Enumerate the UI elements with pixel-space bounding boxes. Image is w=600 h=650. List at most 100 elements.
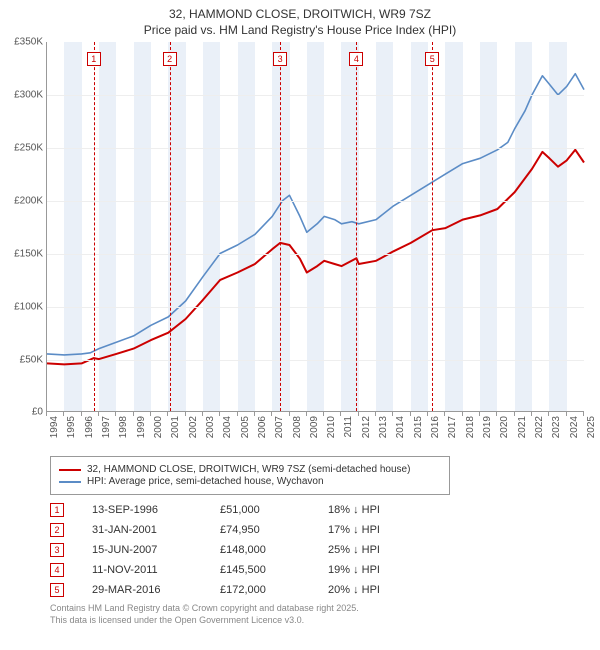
x-tick-label: 2005 xyxy=(240,416,251,438)
sale-pct: 19% ↓ HPI xyxy=(328,564,418,576)
sale-price: £145,500 xyxy=(220,564,300,576)
x-tick-label: 2014 xyxy=(395,416,406,438)
x-tick-label: 1996 xyxy=(84,416,95,438)
x-tick xyxy=(202,412,203,416)
x-tick xyxy=(392,412,393,416)
footer-line2: This data is licensed under the Open Gov… xyxy=(50,615,592,627)
x-tick-label: 2024 xyxy=(569,416,580,438)
x-tick-label: 2019 xyxy=(482,416,493,438)
x-tick-label: 1997 xyxy=(101,416,112,438)
plot-region: £0£50K£100K£150K£200K£250K£300K£350K1234… xyxy=(46,42,584,412)
sales-table: 113-SEP-1996£51,00018% ↓ HPI231-JAN-2001… xyxy=(50,503,592,597)
x-tick-label: 1998 xyxy=(118,416,129,438)
sale-date: 31-JAN-2001 xyxy=(92,524,192,536)
y-tick-label: £0 xyxy=(32,407,43,418)
legend-swatch xyxy=(59,481,81,483)
sale-row-badge: 5 xyxy=(50,583,64,597)
x-tick xyxy=(63,412,64,416)
gridline xyxy=(47,307,584,308)
sale-marker-badge: 2 xyxy=(163,52,177,66)
sale-marker-badge: 1 xyxy=(87,52,101,66)
x-tick-label: 1999 xyxy=(136,416,147,438)
sale-row-badge: 4 xyxy=(50,563,64,577)
x-tick-label: 2002 xyxy=(188,416,199,438)
x-tick-label: 2013 xyxy=(378,416,389,438)
chart-title-line1: 32, HAMMOND CLOSE, DROITWICH, WR9 7SZ xyxy=(8,6,592,22)
sale-pct: 20% ↓ HPI xyxy=(328,584,418,596)
series-hpi xyxy=(47,74,584,355)
x-tick-label: 2018 xyxy=(465,416,476,438)
x-tick-label: 2008 xyxy=(292,416,303,438)
x-tick-label: 2021 xyxy=(517,416,528,438)
x-tick xyxy=(185,412,186,416)
x-tick-label: 2010 xyxy=(326,416,337,438)
y-tick-label: £300K xyxy=(14,90,43,101)
x-tick-label: 2004 xyxy=(222,416,233,438)
x-tick xyxy=(81,412,82,416)
x-tick xyxy=(219,412,220,416)
x-tick xyxy=(479,412,480,416)
sale-marker-line xyxy=(280,42,281,411)
x-tick-label: 2020 xyxy=(499,416,510,438)
gridline xyxy=(47,254,584,255)
footer-attribution: Contains HM Land Registry data © Crown c… xyxy=(50,603,592,626)
sale-price: £172,000 xyxy=(220,584,300,596)
chart-title-line2: Price paid vs. HM Land Registry's House … xyxy=(8,22,592,38)
x-tick xyxy=(583,412,584,416)
sale-date: 29-MAR-2016 xyxy=(92,584,192,596)
sale-pct: 18% ↓ HPI xyxy=(328,504,418,516)
y-tick-label: £150K xyxy=(14,248,43,259)
x-tick xyxy=(427,412,428,416)
x-tick xyxy=(358,412,359,416)
x-tick-label: 2009 xyxy=(309,416,320,438)
sale-marker-line xyxy=(170,42,171,411)
x-tick xyxy=(133,412,134,416)
legend-label: HPI: Average price, semi-detached house,… xyxy=(87,476,324,487)
legend: 32, HAMMOND CLOSE, DROITWICH, WR9 7SZ (s… xyxy=(50,456,450,495)
sales-table-row: 4 11-NOV-2011 £145,500 19% ↓ HPI xyxy=(50,563,592,577)
legend-label: 32, HAMMOND CLOSE, DROITWICH, WR9 7SZ (s… xyxy=(87,464,410,475)
legend-swatch xyxy=(59,469,81,471)
x-tick xyxy=(306,412,307,416)
x-tick-label: 2015 xyxy=(413,416,424,438)
x-tick-label: 2016 xyxy=(430,416,441,438)
sale-pct: 25% ↓ HPI xyxy=(328,544,418,556)
sale-row-badge: 3 xyxy=(50,543,64,557)
x-tick-label: 2025 xyxy=(586,416,597,438)
x-tick xyxy=(150,412,151,416)
x-tick-label: 2000 xyxy=(153,416,164,438)
sale-pct: 17% ↓ HPI xyxy=(328,524,418,536)
sales-table-row: 113-SEP-1996£51,00018% ↓ HPI xyxy=(50,503,592,517)
sale-date: 11-NOV-2011 xyxy=(92,564,192,576)
footer-line1: Contains HM Land Registry data © Crown c… xyxy=(50,603,592,615)
sales-table-row: 231-JAN-2001£74,95017% ↓ HPI xyxy=(50,523,592,537)
x-tick xyxy=(237,412,238,416)
series-property xyxy=(47,150,584,365)
y-tick-label: £200K xyxy=(14,195,43,206)
legend-item: 32, HAMMOND CLOSE, DROITWICH, WR9 7SZ (s… xyxy=(59,464,441,475)
gridline xyxy=(47,95,584,96)
sale-marker-line xyxy=(356,42,357,411)
sale-date: 13-SEP-1996 xyxy=(92,504,192,516)
sale-date: 15-JUN-2007 xyxy=(92,544,192,556)
x-tick xyxy=(444,412,445,416)
x-tick xyxy=(566,412,567,416)
x-tick xyxy=(98,412,99,416)
x-tick xyxy=(167,412,168,416)
x-tick xyxy=(340,412,341,416)
y-tick-label: £100K xyxy=(14,301,43,312)
sale-price: £51,000 xyxy=(220,504,300,516)
sale-marker-line xyxy=(432,42,433,411)
y-tick-label: £350K xyxy=(14,37,43,48)
x-tick xyxy=(289,412,290,416)
y-tick-label: £250K xyxy=(14,143,43,154)
x-tick xyxy=(548,412,549,416)
sale-marker-badge: 4 xyxy=(349,52,363,66)
x-tick-label: 1994 xyxy=(49,416,60,438)
sales-table-row: 315-JUN-2007£148,00025% ↓ HPI xyxy=(50,543,592,557)
x-tick xyxy=(514,412,515,416)
x-tick xyxy=(271,412,272,416)
gridline xyxy=(47,148,584,149)
x-tick-label: 2012 xyxy=(361,416,372,438)
sale-price: £74,950 xyxy=(220,524,300,536)
